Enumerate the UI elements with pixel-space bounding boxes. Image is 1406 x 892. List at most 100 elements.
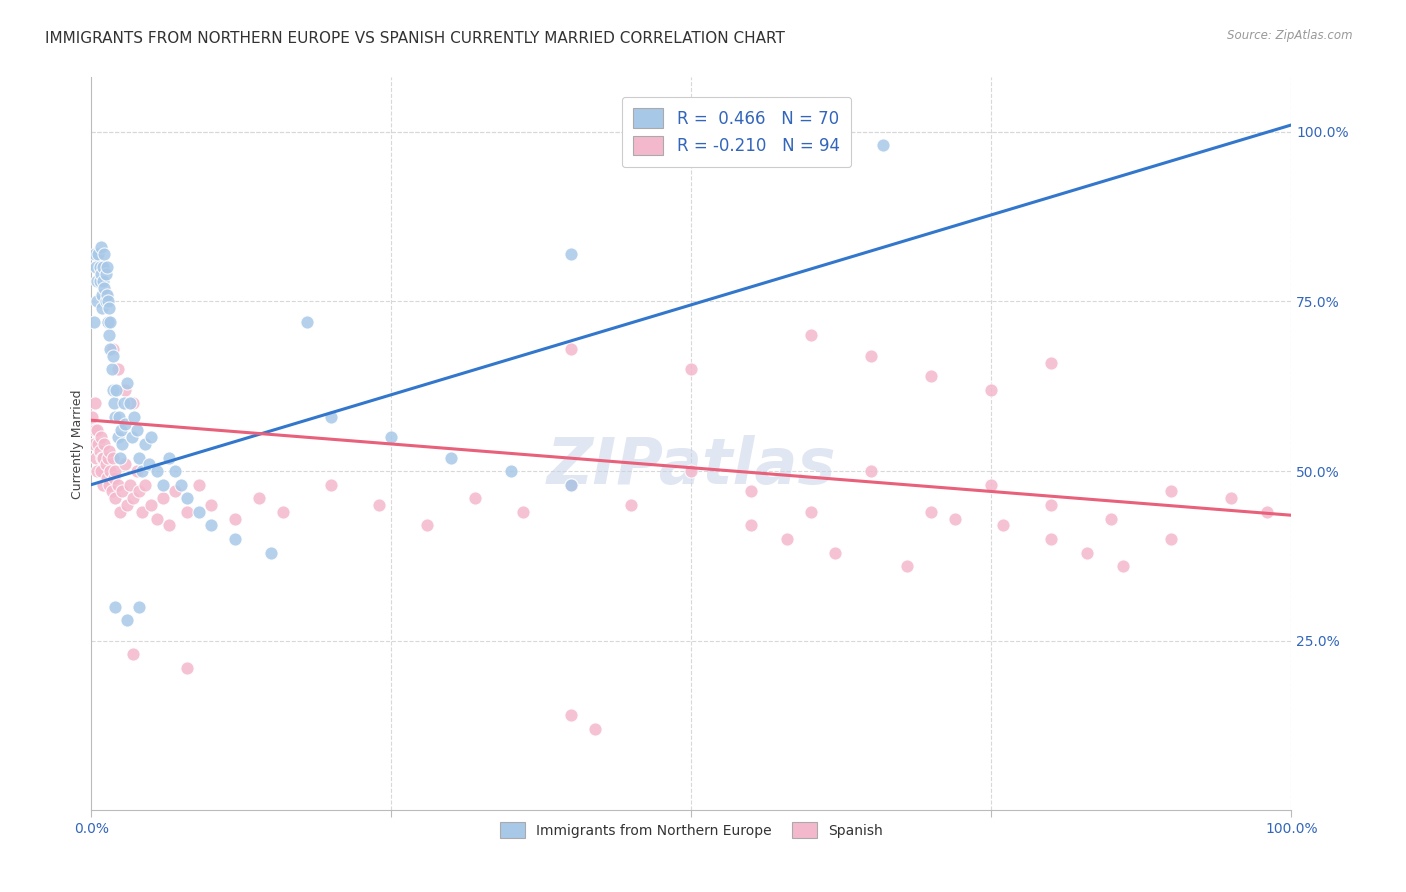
Point (125, 464, 148, 478)
Point (94, 287, 117, 301)
Point (860, 349, 883, 363)
Point (94, 267, 117, 281)
Point (1256, 505, 1278, 519)
Point (200, 498, 222, 512)
Point (134, 477, 156, 491)
Point (101, 342, 124, 356)
Point (87, 437, 110, 451)
Point (141, 498, 163, 512)
Point (115, 498, 138, 512)
Point (91, 260, 114, 275)
Point (115, 376, 138, 390)
Point (188, 477, 211, 491)
Point (114, 458, 136, 472)
Point (101, 450, 124, 465)
Point (97, 315, 120, 329)
Point (131, 464, 153, 478)
Point (170, 477, 193, 491)
Point (138, 458, 160, 472)
Point (993, 518, 1015, 533)
Point (97, 294, 120, 309)
Point (96, 471, 118, 485)
Point (90, 240, 112, 254)
Point (90, 267, 112, 281)
Point (86, 274, 108, 288)
Point (125, 423, 148, 437)
Point (920, 369, 942, 384)
Point (111, 484, 134, 499)
Point (94, 458, 117, 472)
Point (583, 722, 606, 736)
Point (860, 464, 883, 478)
Point (740, 518, 762, 533)
Point (920, 505, 942, 519)
Point (157, 450, 180, 465)
Point (83, 423, 105, 437)
Point (188, 505, 211, 519)
Point (91, 274, 114, 288)
Point (107, 409, 129, 424)
Point (681, 464, 703, 478)
Point (96, 287, 118, 301)
Point (200, 518, 222, 533)
Y-axis label: Currently Married: Currently Married (72, 389, 84, 499)
Point (560, 708, 582, 723)
Point (118, 396, 141, 410)
Point (1040, 355, 1063, 369)
Point (560, 477, 582, 491)
Point (115, 614, 138, 628)
Point (165, 484, 187, 499)
Point (103, 471, 125, 485)
Text: Source: ZipAtlas.com: Source: ZipAtlas.com (1227, 29, 1353, 42)
Point (111, 437, 134, 451)
Point (96, 260, 118, 275)
Point (560, 247, 582, 261)
Point (1040, 532, 1063, 546)
Point (146, 464, 169, 478)
Point (90, 464, 112, 478)
Point (89, 443, 111, 458)
Point (101, 349, 124, 363)
Point (100, 342, 122, 356)
Point (114, 383, 136, 397)
Text: IMMIGRANTS FROM NORTHERN EUROPE VS SPANISH CURRENTLY MARRIED CORRELATION CHART: IMMIGRANTS FROM NORTHERN EUROPE VS SPANI… (45, 31, 785, 46)
Point (83, 396, 105, 410)
Point (91, 477, 114, 491)
Point (108, 450, 131, 465)
Point (105, 383, 128, 397)
Point (620, 498, 643, 512)
Point (124, 409, 146, 424)
Point (128, 599, 150, 614)
Point (1160, 484, 1182, 499)
Point (83, 247, 105, 261)
Point (91, 450, 114, 465)
Point (107, 430, 129, 444)
Point (87, 247, 110, 261)
Point (416, 518, 439, 533)
Point (146, 511, 169, 525)
Point (89, 260, 111, 275)
Point (152, 477, 174, 491)
Point (440, 450, 463, 465)
Point (91, 287, 114, 301)
Point (93, 437, 115, 451)
Point (90, 430, 112, 444)
Point (91, 301, 114, 316)
Point (776, 532, 799, 546)
Point (321, 409, 343, 424)
Point (380, 430, 402, 444)
Point (118, 477, 141, 491)
Point (165, 464, 187, 478)
Point (122, 491, 145, 506)
Point (134, 437, 156, 451)
Point (1099, 511, 1122, 525)
Point (1112, 559, 1135, 574)
Point (824, 545, 846, 559)
Point (121, 430, 143, 444)
Point (980, 477, 1002, 491)
Point (501, 464, 523, 478)
Point (368, 498, 391, 512)
Point (104, 491, 127, 506)
Point (82, 409, 104, 424)
Point (114, 417, 136, 431)
